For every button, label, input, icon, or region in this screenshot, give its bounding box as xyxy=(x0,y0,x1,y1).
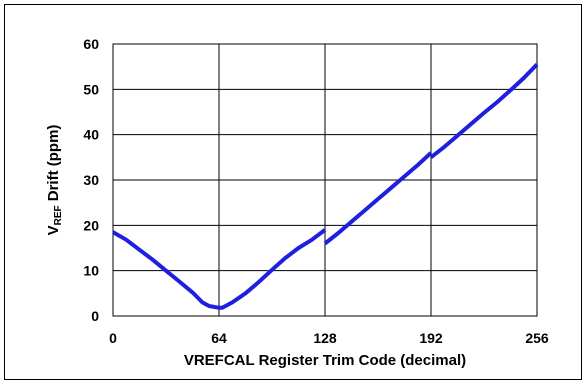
y-axis-label-rest: Drift (ppm) xyxy=(45,125,62,206)
y-tick-label: 20 xyxy=(83,217,99,233)
y-axis-label: VREF Drift (ppm) xyxy=(45,125,64,236)
chart-frame xyxy=(4,4,582,380)
x-tick-label: 0 xyxy=(109,330,117,346)
y-tick-label: 50 xyxy=(83,81,99,97)
x-tick-labels: 0 64 128 192 256 xyxy=(109,330,549,346)
series-group xyxy=(111,63,539,310)
plot-area xyxy=(112,43,538,317)
series-line-segment xyxy=(111,228,327,310)
y-tick-label: 0 xyxy=(91,308,99,324)
x-tick-label: 128 xyxy=(313,330,337,346)
y-tick-labels: 0 10 20 30 40 50 60 xyxy=(83,36,99,324)
y-tick-label: 30 xyxy=(83,172,99,188)
x-tick-label: 192 xyxy=(419,330,443,346)
x-tick-label: 256 xyxy=(525,330,549,346)
y-tick-label: 60 xyxy=(83,36,99,52)
series-line-segment xyxy=(323,151,433,246)
series-line-segment xyxy=(429,63,539,159)
grid-lines xyxy=(112,43,538,317)
y-axis-label-main: V xyxy=(45,225,62,235)
x-tick-label: 64 xyxy=(211,330,227,346)
x-axis-label: VREFCAL Register Trim Code (decimal) xyxy=(184,352,466,369)
y-axis-label-sub: REF xyxy=(53,205,64,225)
y-tick-label: 10 xyxy=(83,263,99,279)
y-tick-label: 40 xyxy=(83,127,99,143)
